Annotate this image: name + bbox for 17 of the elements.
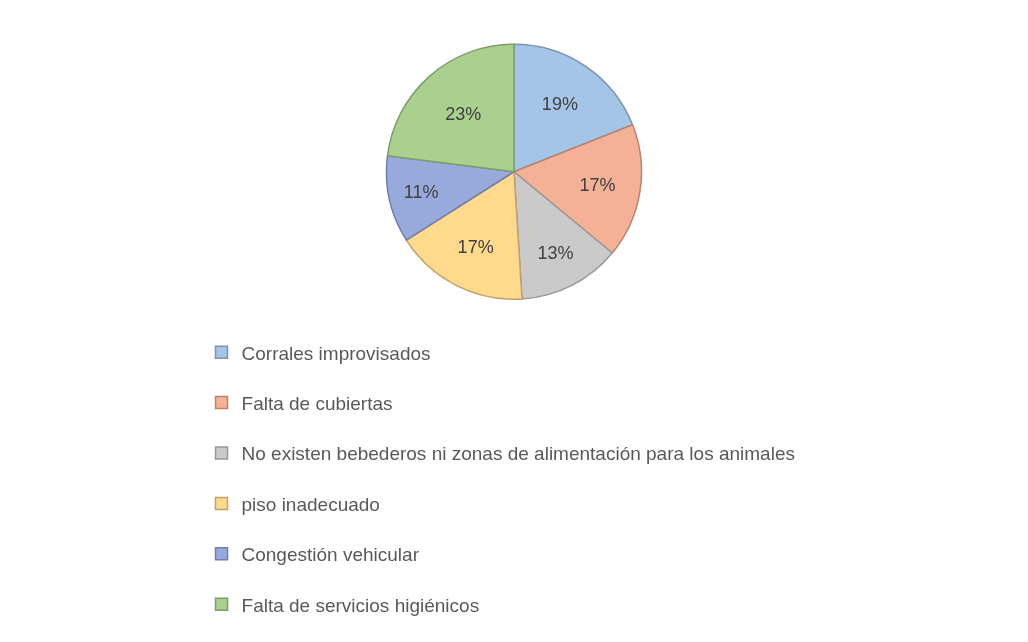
legend-label: Congestión vehicular <box>241 544 420 566</box>
legend-label: piso inadecuado <box>241 493 380 515</box>
data-label: 17% <box>579 174 616 195</box>
data-label: 17% <box>457 237 494 258</box>
pie-slice <box>386 43 515 173</box>
pie-slice <box>405 170 523 300</box>
legend-label: Corrales improvisados <box>241 342 431 364</box>
pie-slice <box>513 43 634 173</box>
data-label: 19% <box>541 94 578 115</box>
data-label: 23% <box>445 104 482 125</box>
data-label: 11% <box>403 182 439 203</box>
pie-slice <box>385 154 515 241</box>
data-label: 13% <box>537 243 574 264</box>
pie-slice <box>513 170 613 300</box>
legend-label: No existen bebederos ni zonas de alimentación para los animales <box>241 443 795 465</box>
legend-label: Falta de servicios higiénicos <box>241 594 480 616</box>
legend-label: Falta de cubiertas <box>241 393 393 415</box>
